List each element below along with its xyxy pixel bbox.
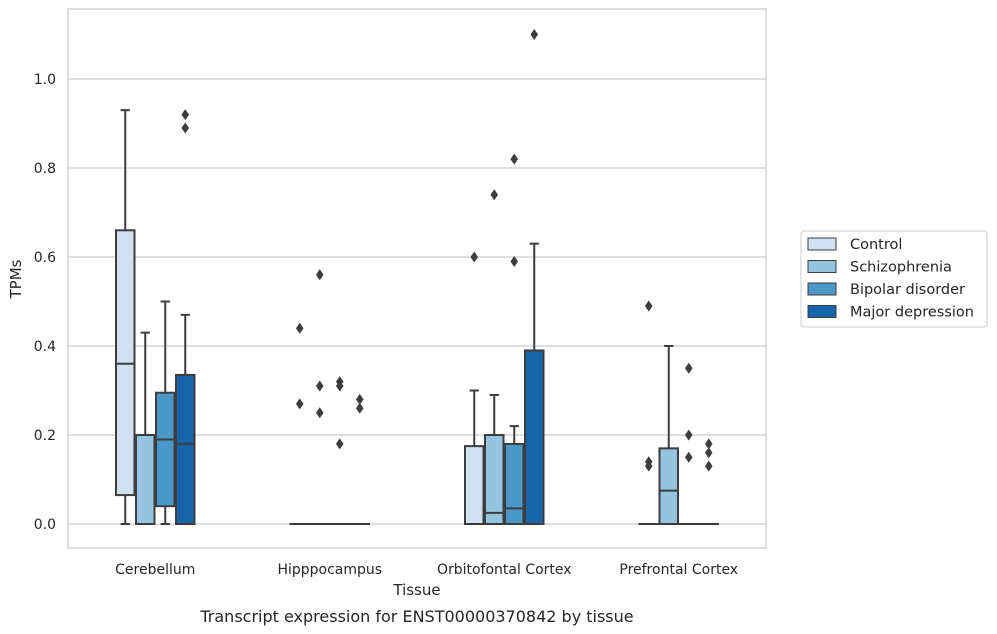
box [175,373,196,525]
y-tick-label: 0.0 [34,517,56,533]
box [504,442,525,525]
outlier-point [644,456,653,468]
y-axis-label: TPMs [7,259,25,299]
box-group [678,362,699,526]
legend-label: Major depression [850,305,974,321]
x-tick-label: Hipppocampus [277,562,382,578]
outlier-point [335,376,344,388]
outlier-point [295,322,304,334]
box-group [309,269,330,526]
outlier-point [510,153,519,165]
legend-label: Schizophrenia [850,260,952,276]
outlier-point [704,447,713,459]
box [524,349,545,526]
box [484,434,505,525]
box-group [484,189,505,525]
outlier-point [470,251,479,263]
box-group [658,345,679,526]
outlier-point [295,398,304,410]
box-group [289,322,310,526]
plot-frame [67,8,767,549]
y-tick-label: 0.6 [34,250,56,266]
y-tick-label: 0.2 [34,428,56,444]
outlier-point [315,380,324,392]
x-tick-label: Prefrontal Cortex [619,562,738,578]
outlier-point [335,438,344,450]
y-tick-labels: 0.0 0.2 0.4 0.6 0.8 1.0 [34,72,56,533]
outlier-point [684,429,693,441]
x-axis-label: Tissue [392,581,440,599]
x-tick-labels: Cerebellum Hipppocampus Orbitofontal Corte… [115,562,738,578]
y-tick-label: 1.0 [34,72,56,88]
outlier-point [704,438,713,450]
box [135,434,156,525]
outlier-point [181,109,190,121]
outlier-point [684,362,693,374]
legend-swatch [807,282,837,296]
box-group [155,300,176,525]
legend-swatch [807,260,837,273]
outlier-point [684,451,693,463]
box-group [698,438,719,526]
legend-frame [800,230,988,328]
y-tick-label: 0.8 [34,161,56,177]
outlier-point [510,255,519,267]
outlier-point [355,402,364,414]
box-group [638,300,659,526]
outlier-point [315,407,324,419]
box-group [329,376,350,526]
legend: Control Schizophrenia Bipolar disorder Majo… [800,230,988,328]
x-tick-label: Cerebellum [115,562,195,578]
x-tick-label: Orbitofontal Cortex [437,562,572,578]
y-tick-label: 0.4 [34,339,56,355]
box [658,447,679,526]
box-group [524,29,545,526]
legend-swatch [807,305,837,318]
outlier-point [644,300,653,312]
legend-label: Bipolar disorder [850,282,965,298]
outlier-point [530,29,539,40]
legend-swatch [807,237,837,251]
box-group [175,109,196,525]
legend-label: Control [850,237,902,253]
outlier-point [355,393,364,405]
box [464,445,485,525]
outlier-point [490,189,499,201]
chart-caption: Transcript expression for ENST0000037084… [199,607,633,626]
box [115,229,136,497]
outlier-point [704,460,713,472]
box-group [115,109,136,525]
box-group [504,153,525,525]
outlier-point [181,122,190,134]
box [155,391,176,508]
box-layer [115,29,719,526]
outlier-point [315,269,324,281]
box-group [135,331,156,525]
box-group [349,393,370,526]
box-group [464,251,485,525]
